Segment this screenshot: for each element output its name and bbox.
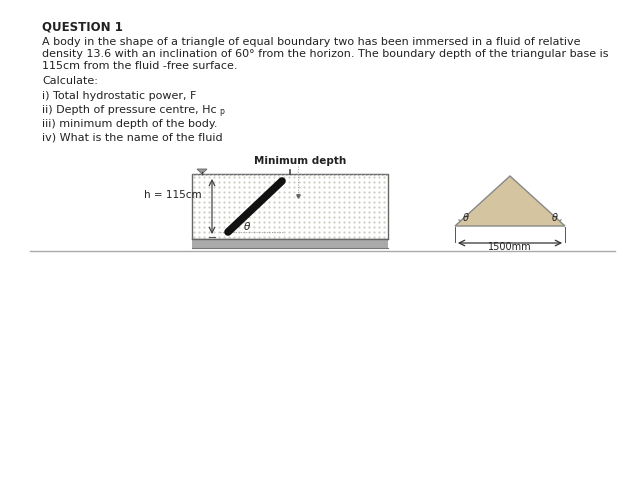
Text: θ: θ (552, 213, 558, 223)
Bar (192, 174, 388, 239)
Bar (192, 239, 388, 248)
Text: density 13.6 with an inclination of 60° from the horizon. The boundary depth of : density 13.6 with an inclination of 60° … (42, 49, 609, 59)
Text: h = 115cm: h = 115cm (145, 191, 202, 200)
Text: A body in the shape of a triangle of equal boundary two has been immersed in a f: A body in the shape of a triangle of equ… (42, 37, 580, 47)
Text: iii) minimum depth of the body.: iii) minimum depth of the body. (42, 119, 218, 129)
Polygon shape (455, 176, 565, 226)
Text: θ: θ (463, 213, 469, 223)
Text: ii) Depth of pressure centre, Hc: ii) Depth of pressure centre, Hc (42, 105, 216, 115)
Text: Minimum depth: Minimum depth (253, 156, 346, 166)
Polygon shape (197, 169, 207, 174)
Text: θ: θ (244, 222, 250, 232)
Text: QUESTION 1: QUESTION 1 (42, 21, 123, 34)
Text: 115cm from the fluid -free surface.: 115cm from the fluid -free surface. (42, 61, 237, 71)
Text: Calculate:: Calculate: (42, 76, 98, 86)
Text: iv) What is the name of the fluid: iv) What is the name of the fluid (42, 133, 223, 143)
Text: i) Total hydrostatic power, F: i) Total hydrostatic power, F (42, 91, 196, 101)
Text: 1500mm: 1500mm (488, 242, 532, 252)
Text: p: p (219, 107, 224, 116)
